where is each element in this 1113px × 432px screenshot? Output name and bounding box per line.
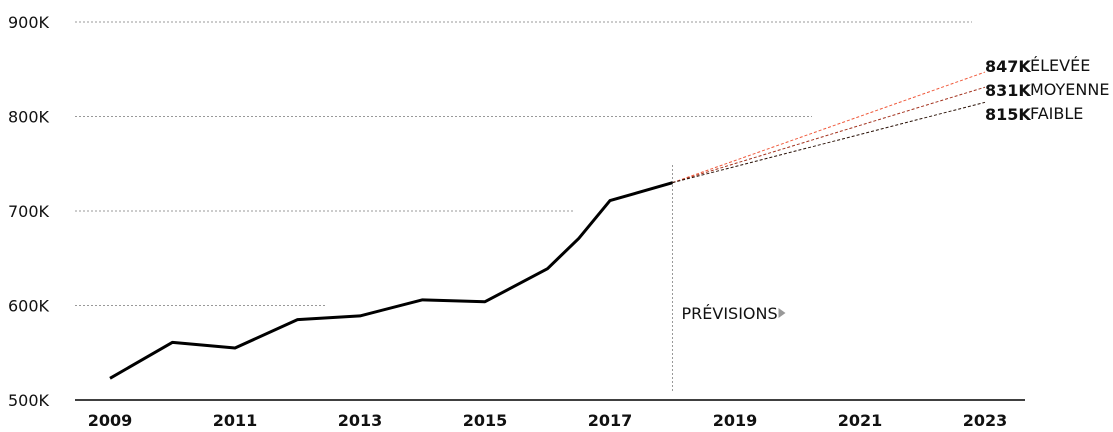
annotation: PRÉVISIONS: [682, 304, 778, 323]
value-label: 847K: [985, 57, 1031, 76]
x-tick-label: 2011: [213, 411, 258, 430]
x-tick-label: 2013: [338, 411, 383, 430]
value-label: 831K: [985, 81, 1031, 100]
x-tick-label: 2017: [588, 411, 633, 430]
forecast-line: [672, 71, 986, 184]
value-label: 815K: [985, 105, 1031, 124]
annotation-arrow: [778, 308, 786, 318]
x-tick-label: 2019: [713, 411, 758, 430]
forecast-line: [672, 86, 986, 184]
y-tick-label: 700K: [8, 202, 50, 221]
y-tick-label: 800K: [8, 108, 50, 127]
legend-label: FAIBLE: [1030, 104, 1083, 123]
x-tick-label: 2023: [963, 411, 1008, 430]
y-tick-label: 900K: [8, 13, 50, 32]
y-tick-label: 600K: [8, 297, 50, 316]
x-tick-label: 2015: [463, 411, 508, 430]
line: [109, 181, 673, 380]
legend-label: MOYENNE: [1030, 80, 1109, 99]
y-tick-label: 500K: [8, 391, 50, 410]
x-tick-label: 2009: [88, 411, 133, 430]
legend-label: ÉLEVÉE: [1030, 56, 1090, 75]
forecast-line: [672, 101, 986, 184]
x-tick-label: 2021: [838, 411, 883, 430]
